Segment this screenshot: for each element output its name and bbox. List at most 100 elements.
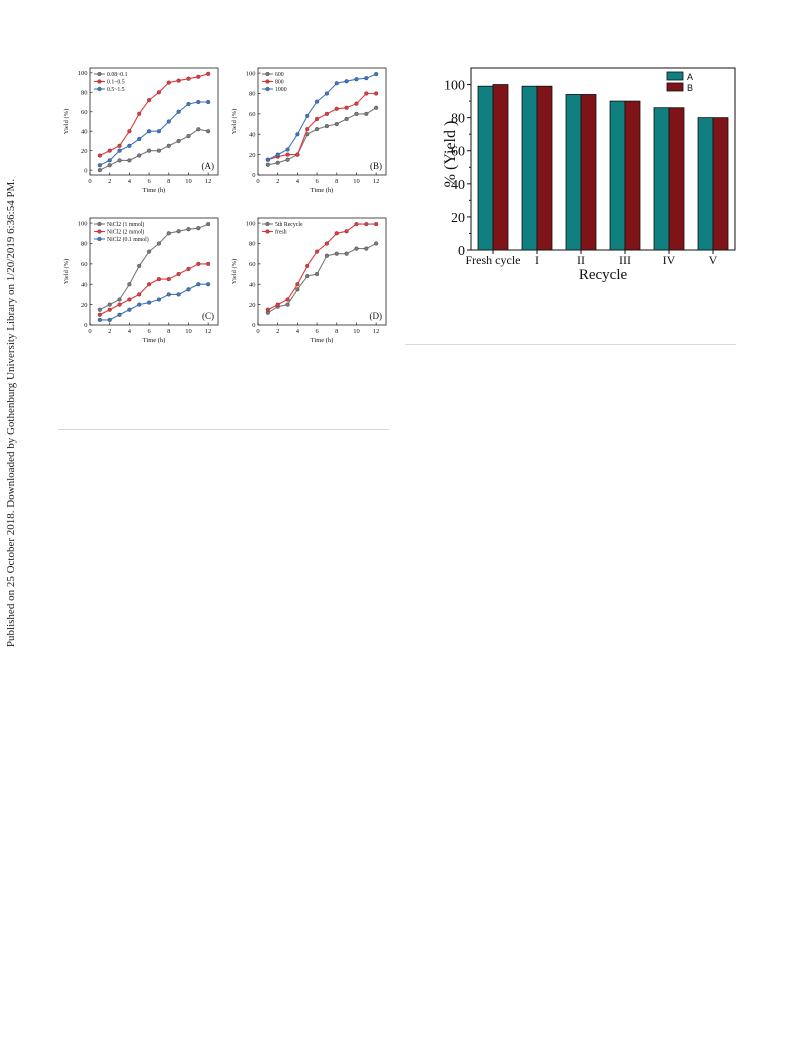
data-point xyxy=(196,99,201,105)
bar xyxy=(653,107,670,251)
x-tick-label: 2 xyxy=(276,178,279,185)
x-axis-label: Time (h) xyxy=(311,337,334,344)
data-point xyxy=(186,134,191,139)
x-tick-label: 0 xyxy=(88,328,91,335)
data-point xyxy=(354,77,359,82)
data-point xyxy=(156,129,161,134)
y-tick-label: 80 xyxy=(81,241,88,248)
data-point xyxy=(176,229,181,234)
data-point xyxy=(196,261,201,266)
data-point xyxy=(147,129,152,134)
bar xyxy=(712,117,729,251)
data-point xyxy=(117,312,122,317)
data-point xyxy=(127,282,132,287)
data-point xyxy=(107,148,112,153)
legend-marker xyxy=(97,221,102,227)
data-point xyxy=(285,302,290,307)
plot-frame xyxy=(89,67,219,176)
y-axis-label: Yield (%) xyxy=(231,259,238,284)
x-axis-label: Time (h) xyxy=(143,187,166,194)
data-point xyxy=(156,297,161,302)
y-tick-label: 100 xyxy=(246,70,256,77)
y-tick-label: 80 xyxy=(249,91,256,98)
data-point xyxy=(166,231,171,236)
x-tick-label: 10 xyxy=(353,328,360,335)
plot-frame xyxy=(257,67,387,176)
plot-frame xyxy=(470,67,736,251)
data-point xyxy=(344,251,349,256)
y-tick-label: 100 xyxy=(78,70,88,77)
x-tick-label: 12 xyxy=(373,178,380,185)
bar xyxy=(536,85,553,251)
bar xyxy=(580,94,597,251)
data-point xyxy=(127,158,132,163)
y-tick-label: 20 xyxy=(81,302,88,309)
data-point xyxy=(97,153,102,158)
data-point xyxy=(107,317,112,322)
bar xyxy=(565,94,582,251)
x-axis-label: Time (h) xyxy=(143,337,166,344)
data-point xyxy=(374,91,379,96)
divider-left xyxy=(58,429,389,430)
legend-marker xyxy=(97,236,102,242)
x-tick-label: 12 xyxy=(205,328,212,335)
data-point xyxy=(97,312,102,317)
data-point xyxy=(206,261,211,266)
data-point xyxy=(166,143,171,148)
y-axis-label: Yield (%) xyxy=(63,109,70,134)
data-point xyxy=(127,297,132,302)
x-tick-label: 10 xyxy=(185,328,192,335)
data-point xyxy=(334,106,339,111)
bar xyxy=(477,85,494,251)
data-point xyxy=(295,152,300,157)
data-point xyxy=(364,246,369,251)
data-point xyxy=(344,105,349,110)
x-tick-label: 2 xyxy=(108,178,111,185)
x-tick-label: 8 xyxy=(335,178,338,185)
data-point xyxy=(354,111,359,116)
y-tick-label: 60 xyxy=(81,261,88,268)
y-tick-label: 40 xyxy=(249,131,256,138)
data-point xyxy=(275,302,280,307)
data-point xyxy=(147,300,152,305)
data-point xyxy=(265,307,270,312)
data-point xyxy=(265,157,270,162)
y-tick-label: 0 xyxy=(84,322,87,329)
y-tick-label: 40 xyxy=(81,128,88,135)
y-tick-label: 100 xyxy=(444,79,465,94)
y-tick-label: 80 xyxy=(249,241,256,248)
x-axis-label: Recycle xyxy=(579,267,628,283)
legend-marker xyxy=(265,86,270,92)
bar xyxy=(609,100,626,251)
data-point xyxy=(344,79,349,84)
data-point xyxy=(206,222,211,227)
data-point xyxy=(324,241,329,246)
data-point xyxy=(334,121,339,127)
data-point xyxy=(305,113,310,118)
line-panel-2: 0 2 4 6 8 10 12 0 20 40 60 80 100 Time (h) Yield (%) (C… xyxy=(63,217,219,344)
legend-marker xyxy=(265,221,270,227)
data-point xyxy=(156,148,161,153)
legend-label: A xyxy=(687,72,693,82)
series-line xyxy=(267,92,377,161)
data-point xyxy=(275,152,280,157)
y-tick-label: 20 xyxy=(451,211,465,226)
data-point xyxy=(97,317,102,322)
data-point xyxy=(354,101,359,106)
x-tick-label: 8 xyxy=(167,178,170,185)
data-point xyxy=(285,147,290,152)
x-tick-label: I xyxy=(535,253,539,267)
data-point xyxy=(196,127,201,132)
data-point xyxy=(117,297,122,302)
data-point xyxy=(107,158,112,163)
series-line xyxy=(99,263,209,316)
data-point xyxy=(186,101,191,107)
x-tick-label: 10 xyxy=(353,178,360,185)
data-point xyxy=(285,297,290,302)
data-point xyxy=(176,292,181,297)
data-point xyxy=(374,72,379,77)
data-point xyxy=(315,127,320,132)
data-point xyxy=(354,222,359,227)
data-point xyxy=(97,307,102,312)
y-tick-label: 60 xyxy=(81,109,88,116)
